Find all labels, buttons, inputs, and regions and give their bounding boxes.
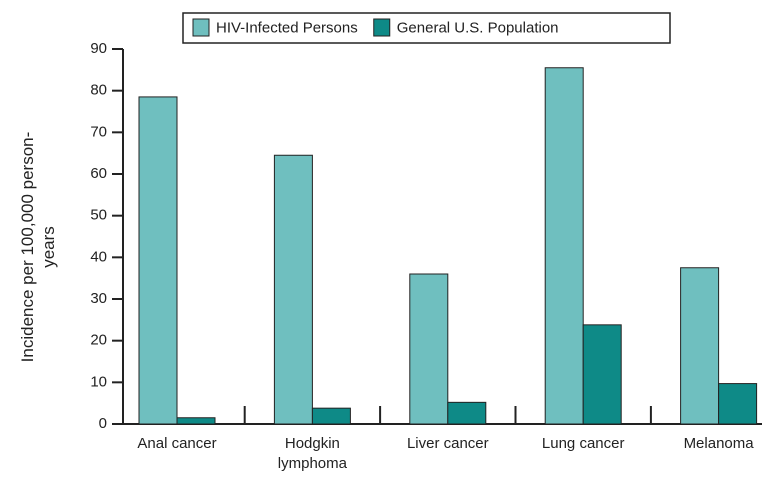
bar	[138, 96, 178, 425]
legend-swatch	[373, 18, 391, 37]
bar	[680, 267, 720, 425]
y-tick-label: 20	[90, 332, 107, 349]
x-tick-label: Hodgkin lymphoma	[277, 435, 347, 472]
y-tick-label: 90	[90, 40, 107, 57]
y-tick-label: 70	[90, 123, 107, 140]
y-tick-label: 40	[90, 248, 107, 265]
x-tick-label: Melanoma	[683, 435, 754, 452]
bar	[718, 383, 758, 425]
x-tick-label: Liver cancer	[406, 435, 489, 452]
bar	[582, 324, 622, 425]
bar	[409, 273, 449, 425]
legend-label: HIV-Infected Persons	[216, 19, 358, 36]
bar	[544, 67, 584, 425]
legend-box	[182, 12, 671, 44]
x-tick-label: Lung cancer	[541, 435, 625, 452]
legend-label: General U.S. Population	[397, 19, 559, 36]
y-tick-label: 80	[90, 82, 107, 99]
bar	[447, 401, 487, 425]
y-tick-label: 30	[90, 290, 107, 307]
y-tick-label: 10	[90, 373, 107, 390]
y-axis-label: Incidence per 100,000 person-years	[18, 131, 58, 363]
bar	[176, 417, 216, 425]
y-tick-label: 60	[90, 165, 107, 182]
legend-swatch	[192, 18, 210, 37]
y-tick-label: 50	[90, 207, 107, 224]
bar	[311, 407, 351, 425]
y-tick-label: 0	[99, 415, 107, 432]
bar	[273, 154, 313, 425]
x-tick-label: Anal cancer	[137, 435, 217, 452]
